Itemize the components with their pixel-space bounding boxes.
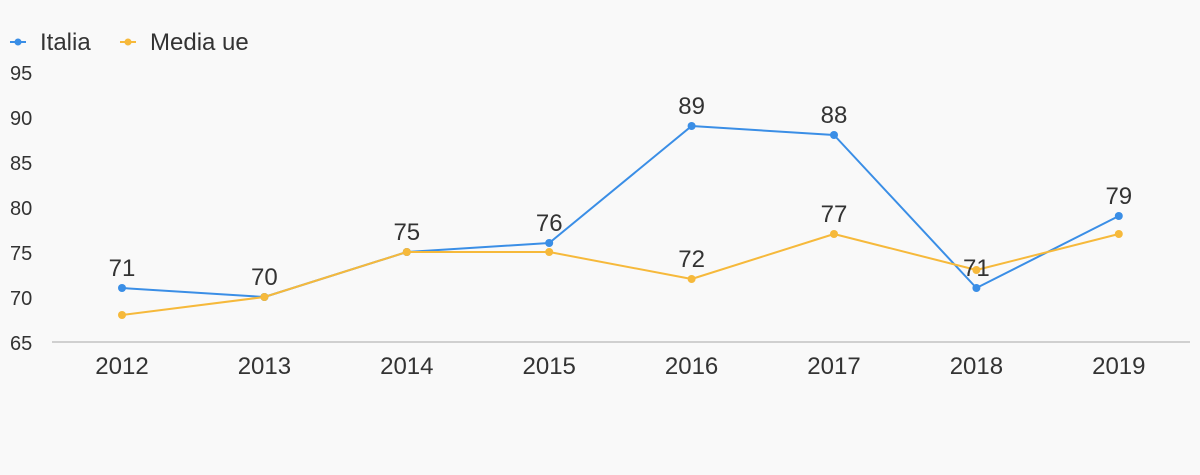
data-label-media-ue: 77 [821,201,848,228]
x-tick-label: 2012 [95,353,148,380]
legend: Italia Media ue [10,29,249,56]
data-point-media-ue [1114,230,1123,238]
x-tick-label: 2016 [665,353,718,380]
y-tick-label: 85 [10,153,32,175]
data-point-italia [1114,212,1123,220]
data-label-italia: 88 [821,102,848,129]
data-point-italia [830,131,838,139]
legend-marker-dot [14,38,22,46]
series-line-media-ue [121,233,1120,316]
data-label-italia: 89 [678,93,705,120]
y-axis: 65 70 75 80 85 90 95 [10,63,32,355]
data-label-italia: 79 [1105,183,1132,210]
data-point-italia [545,239,554,247]
legend-label-media-ue: Media ue [150,29,249,56]
series-layer [118,122,1123,319]
legend-marker-dot [124,38,132,46]
data-label-italia: 71 [963,255,990,282]
data-point-italia [972,284,981,292]
data-point-media-ue [830,230,838,238]
data-point-media-ue [260,293,269,301]
data-point-media-ue [972,266,981,274]
y-tick-label: 95 [10,63,32,85]
data-label-italia: 70 [251,264,278,291]
y-tick-label: 75 [10,243,32,265]
data-point-media-ue [402,248,411,256]
x-tick-label: 2015 [523,353,576,380]
x-tick-label: 2013 [238,353,291,380]
legend-label-italia: Italia [40,29,91,56]
data-point-media-ue [545,248,554,256]
x-axis: 2012 2013 2014 2015 2016 2017 2018 2019 [52,341,1190,380]
data-point-italia [118,284,126,292]
data-label-italia: 75 [393,219,420,246]
data-label-italia: 76 [536,210,563,237]
data-label-media-ue: 72 [678,246,705,273]
x-tick-label: 2018 [950,353,1003,380]
y-tick-label: 70 [10,288,32,310]
x-tick-label: 2019 [1092,353,1145,380]
y-tick-label: 65 [10,333,32,355]
x-tick-label: 2017 [807,353,860,380]
data-point-media-ue [118,311,126,319]
data-point-media-ue [687,275,696,283]
y-tick-label: 80 [10,198,32,220]
y-tick-label: 90 [10,108,32,130]
data-point-italia [687,122,696,130]
data-label-italia: 71 [109,255,136,282]
x-tick-label: 2014 [380,353,433,380]
data-labels: 71 70 75 76 89 88 71 79 72 77 [109,93,1133,291]
